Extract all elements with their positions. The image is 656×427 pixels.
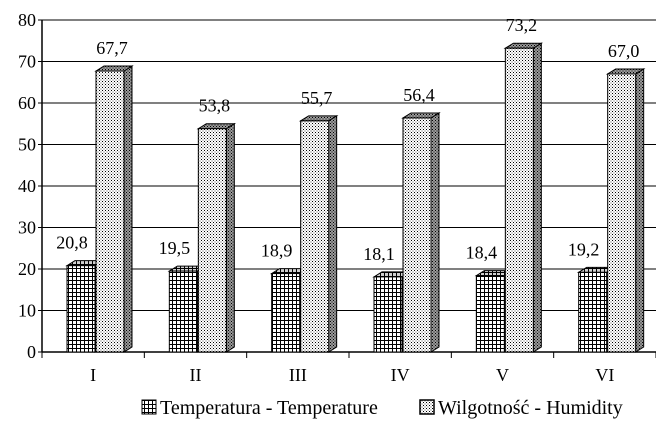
gridlines — [42, 19, 656, 311]
y-tick-label: 30 — [18, 218, 36, 238]
legend-swatch-humidity — [419, 399, 435, 415]
data-label-temperature: 18,1 — [363, 244, 395, 264]
x-tick-label: I — [90, 365, 96, 385]
data-label-humidity: 53,8 — [199, 96, 231, 116]
legend-label-temperature: Temperatura - Temperature — [160, 397, 378, 419]
x-tick-label: II — [190, 365, 202, 385]
x-tick-labels: I II III IV V VI — [90, 365, 614, 385]
y-tick-label: 10 — [18, 301, 36, 321]
y-tick-label: 70 — [18, 52, 36, 72]
x-tick-label: III — [289, 365, 307, 385]
legend-item-temperature: Temperatura - Temperature — [141, 397, 378, 419]
data-label-humidity: 56,4 — [403, 85, 435, 105]
bar-humidity-II — [196, 122, 237, 353]
y-tick-label: 60 — [18, 93, 36, 113]
y-tick-labels: 0 10 20 30 40 50 60 70 80 — [18, 10, 36, 362]
y-tick-label: 50 — [18, 135, 36, 155]
y-tick-label: 0 — [27, 342, 36, 362]
data-label-humidity: 55,7 — [301, 88, 333, 108]
bar-humidity-I — [94, 65, 134, 353]
y-tick-label: 40 — [18, 176, 36, 196]
x-tick-label: V — [496, 365, 509, 385]
data-label-humidity: 67,0 — [608, 41, 640, 61]
data-label-temperature: 18,4 — [466, 243, 498, 263]
x-tick-label: VI — [595, 365, 614, 385]
data-label-temperature: 19,5 — [159, 238, 191, 258]
bar-humidity-III — [298, 114, 339, 353]
data-labels: 20,8 67,7 19,5 53,8 18,9 55,7 18,1 56,4 18,4 73,2… — [56, 15, 639, 264]
x-tick-label: IV — [391, 365, 410, 385]
legend-swatch-temperature — [141, 399, 157, 415]
y-tick-label: 80 — [18, 10, 36, 30]
bar-humidity-IV — [401, 112, 441, 353]
data-label-humidity: 67,7 — [96, 38, 128, 58]
data-label-humidity: 73,2 — [506, 15, 538, 35]
axes — [38, 19, 656, 358]
bar-humidity-V — [503, 42, 544, 353]
data-label-temperature: 20,8 — [56, 233, 88, 253]
bars — [65, 42, 646, 353]
bar-humidity-VI — [605, 68, 646, 353]
legend-item-humidity: Wilgotność - Humidity — [419, 397, 623, 419]
data-label-temperature: 18,9 — [261, 241, 293, 261]
data-label-temperature: 19,2 — [568, 239, 600, 259]
y-tick-label: 20 — [18, 259, 36, 279]
legend: Temperatura - Temperature Wilgotność - Hu… — [141, 397, 623, 419]
legend-label-humidity: Wilgotność - Humidity — [438, 397, 623, 419]
